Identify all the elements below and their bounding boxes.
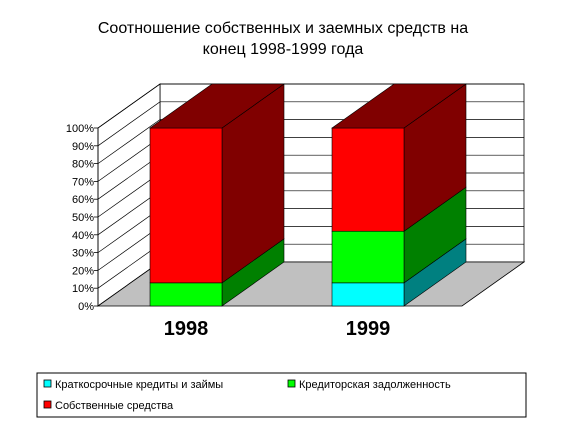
legend: Краткосрочные кредиты и займы Кредиторска… <box>36 372 527 418</box>
bar-segment-1999-s1 <box>331 230 405 284</box>
x-category-label: 1999 <box>346 318 391 340</box>
bar-top-1999 <box>331 83 467 129</box>
x-category-label: 1998 <box>164 318 209 340</box>
bar-segment-1998-s2 <box>149 127 223 284</box>
chart-title-line-1: Соотношение собственных и заемных средст… <box>98 20 468 37</box>
bar-1999 <box>331 83 467 307</box>
y-tick-label: 50% <box>72 212 94 224</box>
y-tick-label: 40% <box>72 230 94 242</box>
legend-label: Собственные средства <box>55 400 174 412</box>
legend-box <box>36 372 527 418</box>
plot-area: 0% 10% 20% 30% 40% 50% 60% 70% 80% 90% 100% 1998 199… <box>66 83 526 340</box>
legend-label: Кредиторская задолженность <box>299 379 451 391</box>
chart-title: Соотношение собственных и заемных средст… <box>98 20 468 58</box>
y-tick-label: 90% <box>72 141 94 153</box>
legend-swatch <box>43 400 52 409</box>
bar-segment-1999-s0 <box>331 282 405 307</box>
y-tick-label: 100% <box>66 123 94 135</box>
y-tick-label: 30% <box>72 248 94 260</box>
bar-segment-1999-s2 <box>331 127 405 232</box>
y-tick-label: 10% <box>72 283 94 295</box>
bar-segment-1998-s1 <box>149 282 223 307</box>
y-tick-label: 20% <box>72 265 94 277</box>
chart-title-line-2: конец 1998-1999 года <box>203 41 364 58</box>
y-tick-label: 70% <box>72 176 94 188</box>
y-tick-label: 0% <box>78 301 94 313</box>
bar-top-1998 <box>149 83 285 129</box>
y-tick-label: 80% <box>72 159 94 171</box>
y-tick-label: 60% <box>72 194 94 206</box>
bar-1998 <box>149 83 285 307</box>
legend-swatch <box>287 379 296 388</box>
legend-label: Краткосрочные кредиты и займы <box>55 379 223 391</box>
legend-swatch <box>43 379 52 388</box>
